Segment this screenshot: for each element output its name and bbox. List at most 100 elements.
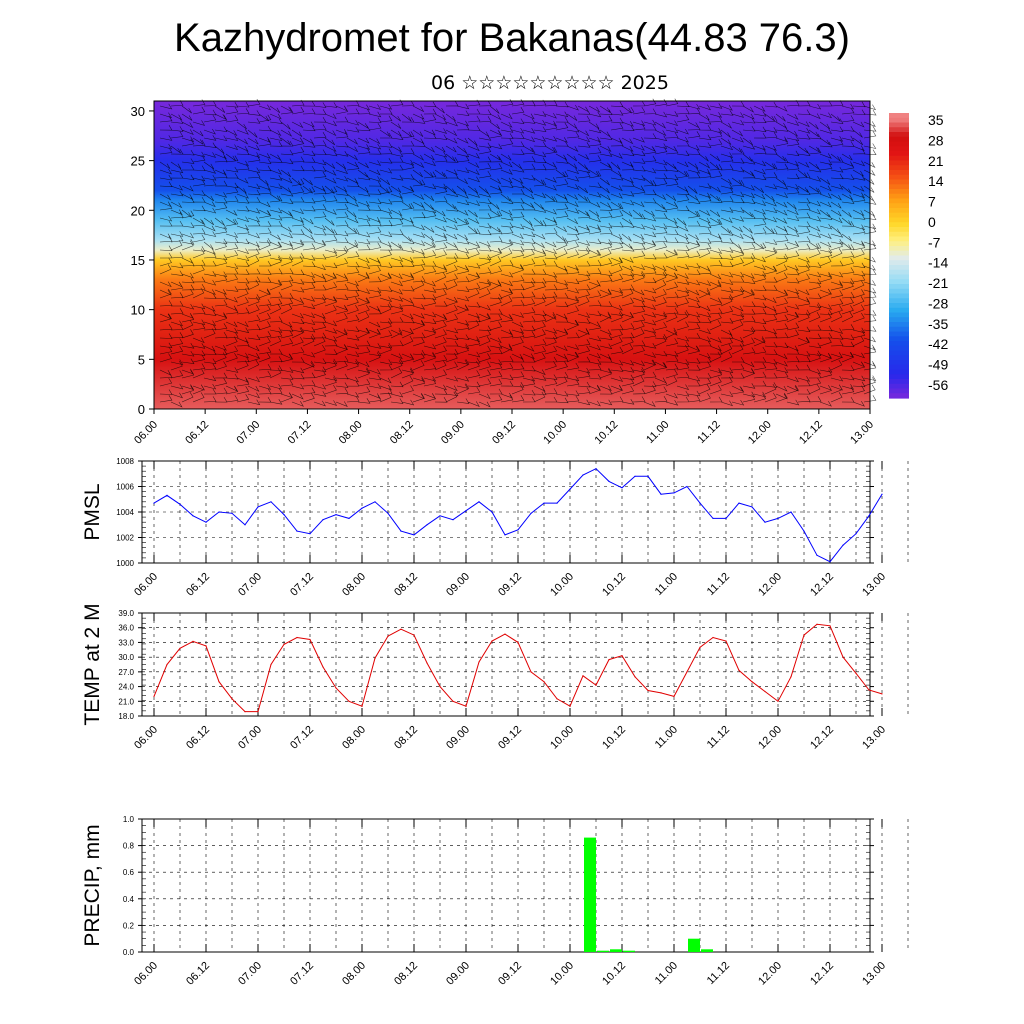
data-point bbox=[361, 705, 363, 707]
data-point bbox=[673, 695, 675, 698]
data-point bbox=[517, 641, 519, 644]
data-point bbox=[634, 475, 636, 477]
y-tick-label: 0.2 bbox=[123, 921, 135, 930]
colorbar-swatch bbox=[889, 307, 909, 314]
x-tick-label: 13.00 bbox=[860, 960, 888, 988]
data-point bbox=[348, 517, 350, 520]
colorbar-label: -28 bbox=[928, 295, 948, 311]
data-point bbox=[218, 681, 220, 683]
colorbar-swatch bbox=[889, 189, 909, 195]
colorbar-swatch bbox=[889, 155, 909, 162]
data-point bbox=[439, 686, 441, 688]
data-point bbox=[556, 698, 558, 700]
x-tick-label: 12.00 bbox=[756, 960, 784, 988]
grid bbox=[142, 612, 909, 717]
colorbar-swatch bbox=[889, 336, 909, 342]
plot-frame bbox=[141, 612, 871, 717]
x-tick-label: 11.12 bbox=[705, 960, 732, 987]
x-tick-label: 09.12 bbox=[496, 571, 524, 599]
colorbar-label: 14 bbox=[928, 173, 944, 189]
data-point bbox=[660, 493, 662, 495]
x-tick-label: 12.00 bbox=[746, 419, 774, 447]
data-point bbox=[816, 623, 818, 625]
y-tick-label: 1004 bbox=[116, 508, 134, 517]
colorbar-swatch bbox=[889, 345, 909, 352]
x-tick-label: 06.12 bbox=[184, 571, 212, 599]
data-point bbox=[855, 533, 857, 535]
colorbar-swatch bbox=[889, 141, 909, 147]
colorbar-label: -49 bbox=[928, 357, 948, 373]
data-point bbox=[530, 671, 532, 673]
data-point bbox=[881, 493, 883, 495]
colorbar-swatch bbox=[889, 293, 909, 299]
data-point bbox=[257, 711, 259, 713]
x-tick-label: 12.12 bbox=[797, 419, 825, 447]
x-tick-label: 07.00 bbox=[236, 960, 264, 988]
colorbar-label: -7 bbox=[928, 234, 941, 250]
data-point bbox=[712, 517, 714, 520]
colorbar-swatch bbox=[889, 326, 909, 333]
x-tick-label: 12.12 bbox=[808, 724, 836, 752]
x-tick-label: 06.12 bbox=[183, 419, 211, 447]
colorbar-swatch bbox=[889, 236, 909, 242]
y-tick-label: 30.0 bbox=[118, 653, 134, 662]
x-tick-label: 09.00 bbox=[444, 724, 472, 752]
x-tick-label: 13.00 bbox=[860, 724, 888, 752]
data-point bbox=[699, 646, 701, 648]
temp-panel: 39.0 36.0 33.0 30.0 27.0 24.0 21.0 18.0 06.00 06.… bbox=[81, 603, 909, 752]
x-tick-label: 10.00 bbox=[548, 960, 576, 988]
data-point bbox=[777, 517, 779, 520]
grid bbox=[142, 460, 909, 564]
data-point bbox=[699, 502, 701, 504]
data-point bbox=[387, 635, 389, 637]
data-point bbox=[153, 695, 155, 698]
x-tick-label: 08.12 bbox=[388, 419, 416, 447]
colorbar-swatch bbox=[889, 174, 909, 181]
x-tick-label: 10.00 bbox=[548, 571, 576, 599]
data-point bbox=[374, 501, 376, 503]
x-tick-label: 06.00 bbox=[132, 724, 160, 752]
temperature-field bbox=[154, 101, 870, 409]
data-point bbox=[686, 485, 688, 488]
y-axis-title: PRECIP, mm bbox=[81, 824, 104, 946]
colorbar-swatch bbox=[889, 388, 909, 394]
colorbar-swatch bbox=[889, 203, 909, 209]
colorbar-swatch bbox=[889, 360, 909, 366]
data-point bbox=[374, 657, 376, 659]
data-point bbox=[673, 492, 675, 494]
colorbar-swatch bbox=[889, 127, 909, 133]
x-tick-label: 11.00 bbox=[653, 571, 680, 598]
y-tick-label: 10 bbox=[131, 303, 145, 318]
colorbar-swatch bbox=[889, 231, 909, 238]
x-tick-label: 11.00 bbox=[644, 419, 671, 446]
x-tick-label: 06.00 bbox=[132, 419, 160, 447]
colorbar-swatch bbox=[889, 312, 909, 318]
data-point bbox=[179, 503, 181, 505]
y-tick-label: 0.0 bbox=[123, 948, 135, 957]
colorbar-swatch bbox=[889, 374, 909, 380]
y-axis-title: PMSL bbox=[81, 483, 104, 540]
x-tick-label: 11.12 bbox=[705, 571, 732, 598]
precip-panel: 1.0 0.8 0.6 0.4 0.2 0.0 06.00 06.12 07.00 07.12 08… bbox=[81, 815, 909, 988]
data-point bbox=[595, 468, 597, 470]
colorbar-swatch bbox=[889, 136, 909, 143]
colorbar-swatch bbox=[889, 122, 909, 128]
colorbar-swatch bbox=[889, 269, 909, 276]
data-point bbox=[660, 692, 662, 694]
data-point bbox=[231, 512, 233, 514]
x-tick-label: 11.12 bbox=[705, 724, 732, 751]
data-point bbox=[569, 705, 571, 707]
data-point bbox=[296, 636, 298, 639]
x-tick-label: 13.00 bbox=[848, 419, 876, 447]
precip-bar bbox=[584, 837, 596, 952]
x-tick-label: 10.12 bbox=[600, 724, 628, 752]
colorbar-label: -21 bbox=[928, 275, 948, 291]
colorbar-swatch bbox=[889, 170, 909, 176]
colorbar-swatch bbox=[889, 184, 909, 190]
data-point bbox=[751, 681, 753, 683]
data-point bbox=[751, 506, 753, 508]
data-point bbox=[504, 633, 506, 635]
colorbar-swatch bbox=[889, 288, 909, 295]
data-point bbox=[244, 524, 246, 526]
y-tick-label: 25 bbox=[131, 154, 145, 169]
